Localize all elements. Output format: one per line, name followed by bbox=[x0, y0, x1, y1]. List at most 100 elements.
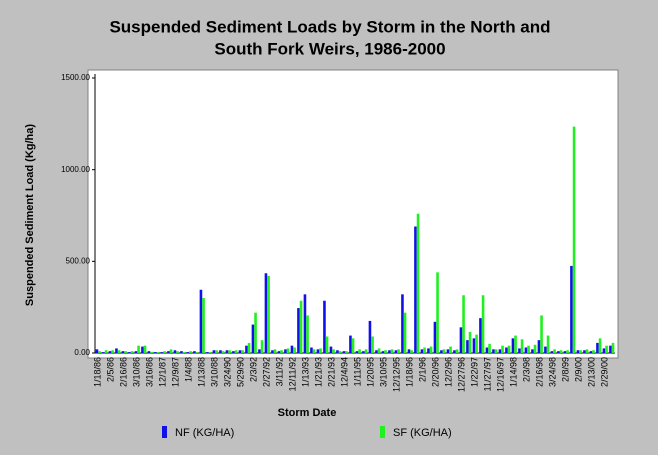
bar bbox=[598, 338, 602, 353]
bar bbox=[449, 346, 452, 353]
bar bbox=[221, 351, 225, 353]
bar bbox=[215, 350, 218, 353]
bar bbox=[501, 345, 504, 353]
bar bbox=[401, 294, 404, 353]
chart-title: Suspended Sediment Loads by Storm in the… bbox=[109, 17, 550, 36]
bar bbox=[498, 349, 502, 353]
bar bbox=[195, 352, 199, 353]
bar bbox=[410, 350, 413, 353]
x-tick-label: 12/12/95 bbox=[392, 357, 402, 392]
bar bbox=[420, 349, 424, 353]
bar bbox=[505, 347, 508, 353]
legend-label: NF (KG/HA) bbox=[175, 427, 234, 439]
bar bbox=[143, 345, 147, 353]
x-tick-label: 2/3/92 bbox=[249, 357, 259, 382]
bar bbox=[527, 345, 530, 353]
bar bbox=[455, 349, 459, 353]
bar bbox=[368, 320, 372, 353]
x-tick-label: 5/29/90 bbox=[236, 357, 246, 387]
bar bbox=[440, 350, 443, 353]
bar bbox=[98, 351, 101, 353]
bar bbox=[403, 312, 407, 353]
bar bbox=[245, 345, 248, 353]
bar bbox=[232, 351, 235, 353]
chart-title: South Fork Weirs, 1986-2000 bbox=[214, 39, 445, 58]
x-tick-label: 11/27/97 bbox=[483, 357, 493, 391]
x-tick-label: 1/18/96 bbox=[405, 357, 415, 387]
bar bbox=[351, 338, 355, 353]
x-tick-label: 2/29/00 bbox=[600, 357, 610, 387]
bar bbox=[206, 352, 209, 353]
bar bbox=[251, 324, 255, 353]
x-tick-label: 1/18/86 bbox=[93, 357, 103, 387]
bar bbox=[238, 350, 242, 353]
bar bbox=[115, 348, 118, 353]
x-tick-label: 3/24/98 bbox=[548, 357, 558, 387]
bar bbox=[163, 351, 166, 353]
x-tick-label: 1/14/98 bbox=[509, 357, 519, 387]
x-tick-label: 3/10/86 bbox=[132, 357, 142, 387]
bar bbox=[468, 331, 472, 353]
bar bbox=[394, 350, 398, 353]
bar bbox=[182, 352, 186, 353]
x-tick-label: 3/16/86 bbox=[145, 357, 155, 387]
x-tick-label: 2/16/98 bbox=[535, 357, 545, 387]
bar bbox=[199, 289, 203, 353]
bar bbox=[95, 349, 99, 353]
bar bbox=[429, 346, 433, 353]
bar bbox=[137, 345, 140, 353]
bar bbox=[212, 350, 216, 353]
bar bbox=[280, 350, 283, 353]
bar bbox=[219, 350, 222, 353]
bar bbox=[589, 351, 593, 353]
bar bbox=[264, 273, 268, 353]
bar bbox=[247, 342, 251, 353]
x-tick-label: 2/5/86 bbox=[106, 357, 116, 382]
bar bbox=[323, 300, 326, 353]
x-tick-label: 12/11/92 bbox=[288, 357, 298, 391]
x-tick-label: 2/13/00 bbox=[587, 357, 597, 387]
bar bbox=[271, 350, 274, 353]
bar bbox=[611, 342, 615, 353]
x-tick-label: 12/1/87 bbox=[158, 357, 168, 387]
bar bbox=[342, 351, 346, 353]
bar bbox=[466, 340, 469, 353]
bar bbox=[332, 349, 335, 353]
x-tick-label: 12/9/87 bbox=[171, 357, 181, 387]
x-tick-label: 2/21/93 bbox=[327, 357, 337, 387]
bar bbox=[436, 272, 439, 353]
bar bbox=[104, 350, 108, 353]
bar bbox=[273, 349, 277, 353]
bar bbox=[108, 351, 112, 353]
bar bbox=[310, 347, 313, 353]
bar bbox=[180, 351, 183, 353]
bar bbox=[570, 265, 573, 353]
bar bbox=[485, 347, 489, 353]
bar bbox=[442, 349, 446, 353]
x-tick-label: 2/20/96 bbox=[431, 357, 441, 387]
bar bbox=[134, 351, 138, 353]
bar bbox=[546, 335, 550, 353]
bar bbox=[258, 349, 261, 353]
x-tick-label: 1/13/93 bbox=[301, 357, 311, 387]
bar bbox=[390, 349, 394, 353]
bar bbox=[117, 350, 121, 353]
bar bbox=[531, 349, 534, 353]
bar bbox=[121, 351, 125, 353]
bar bbox=[605, 345, 608, 353]
bar bbox=[156, 352, 160, 353]
bar bbox=[124, 351, 127, 353]
x-tick-label: 2/9/00 bbox=[574, 357, 584, 382]
bar bbox=[609, 345, 612, 353]
bar bbox=[193, 351, 196, 353]
bar bbox=[277, 351, 281, 353]
bar bbox=[130, 351, 134, 353]
bar bbox=[583, 350, 586, 353]
x-axis-label: Storm Date bbox=[278, 407, 337, 419]
bar bbox=[189, 351, 192, 353]
bar bbox=[299, 300, 303, 353]
bar bbox=[514, 335, 517, 353]
bar bbox=[566, 350, 569, 353]
bar bbox=[544, 346, 547, 353]
x-tick-label: 3/10/88 bbox=[210, 357, 220, 387]
